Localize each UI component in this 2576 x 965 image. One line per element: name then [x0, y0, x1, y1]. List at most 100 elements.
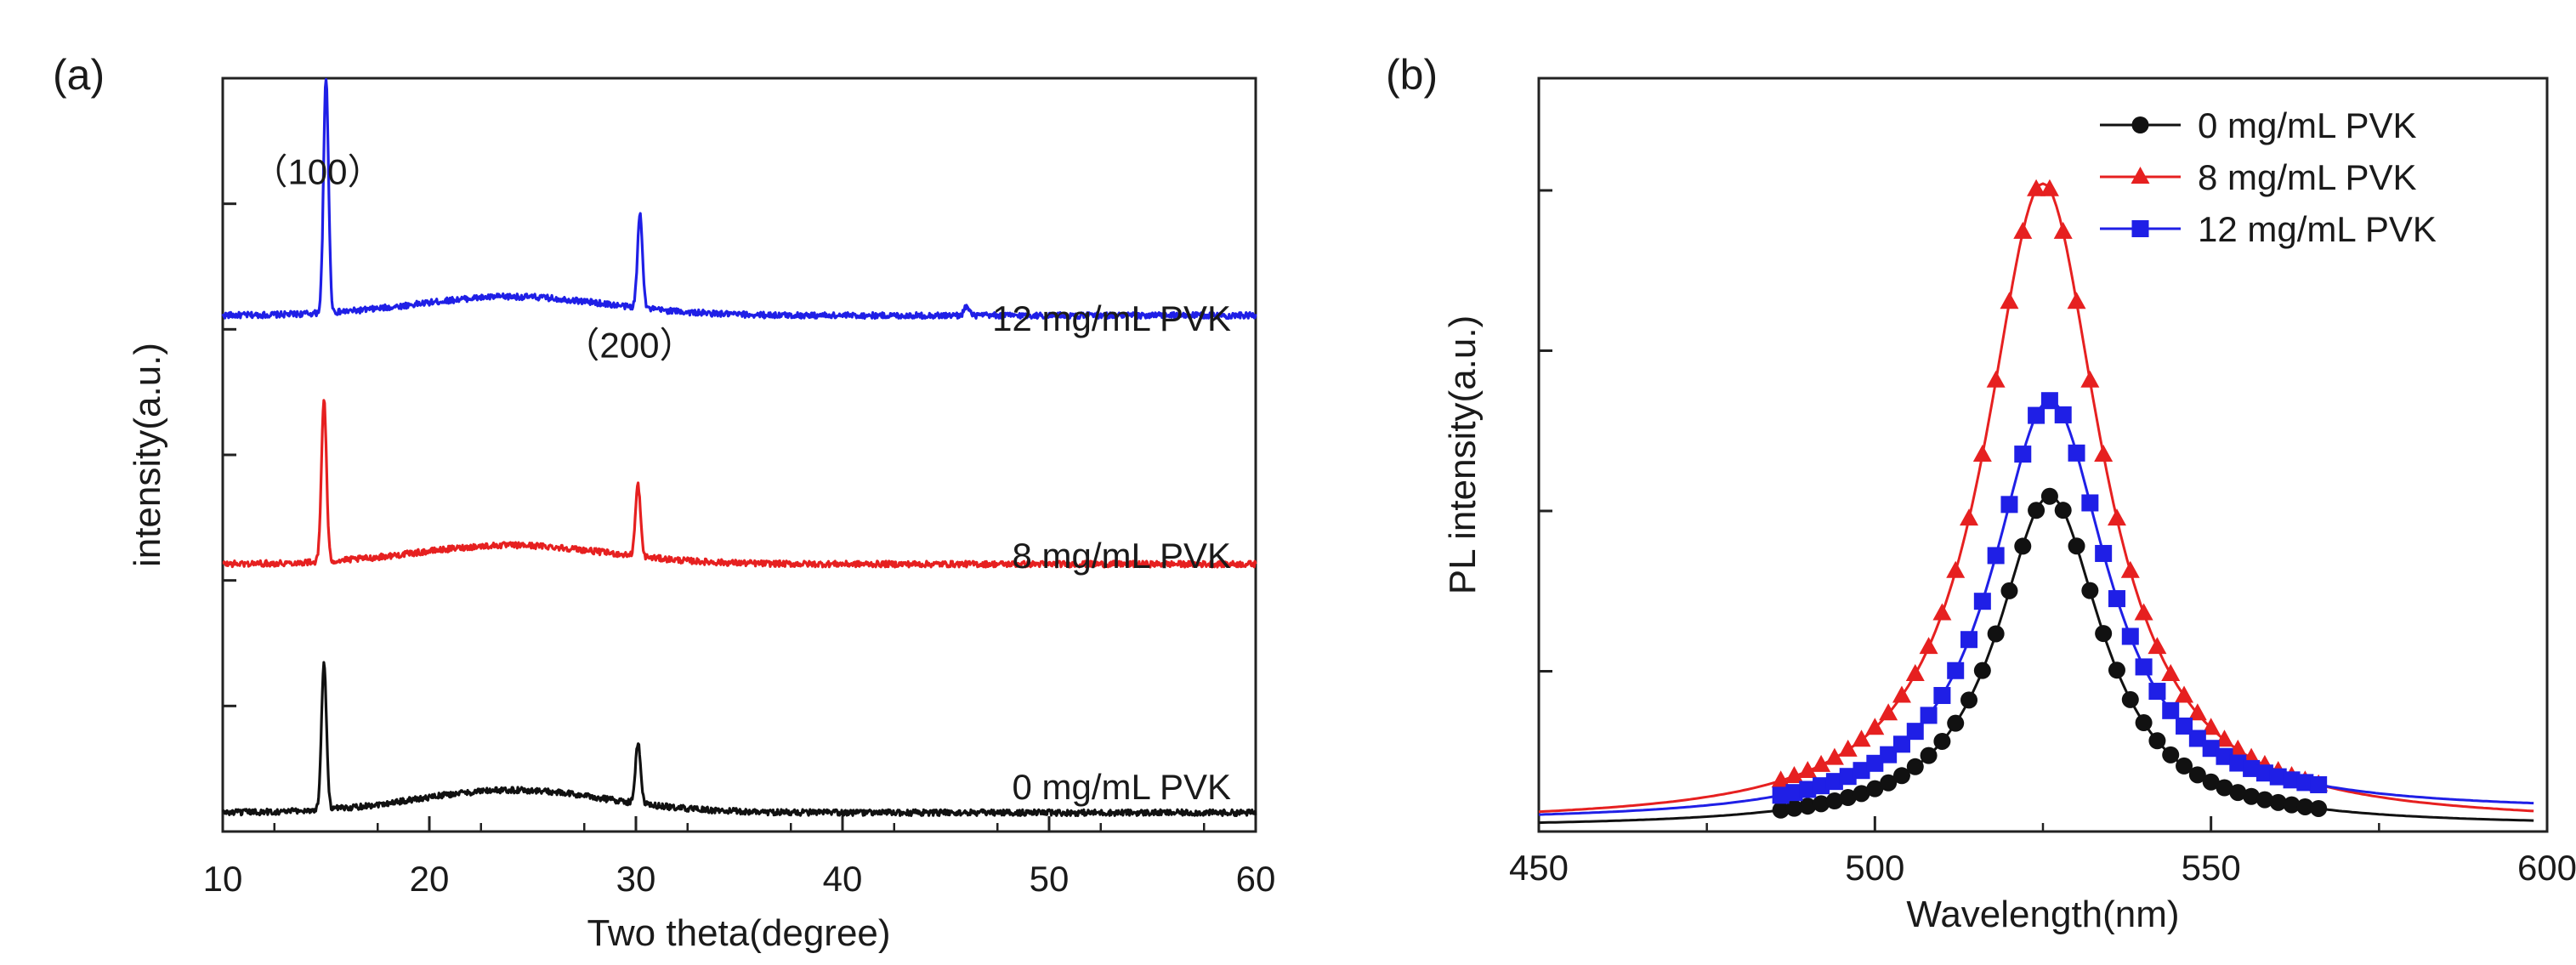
pl-point — [2162, 701, 2180, 719]
pl-point — [1839, 768, 1857, 786]
pl-point — [2040, 487, 2058, 505]
pl-point — [1866, 780, 1884, 798]
panel-b-x-axis-title: Wavelength(nm) — [1906, 894, 2179, 935]
pl-point — [1933, 687, 1951, 705]
pl-series-12-mg-ml-pvk — [1538, 392, 2534, 816]
pl-point — [2201, 718, 2221, 735]
pl-point — [1920, 746, 1938, 764]
xrd-line-8-mg-ml-pvk — [222, 399, 1257, 569]
pl-point — [1853, 785, 1870, 803]
pl-point — [1973, 661, 1991, 679]
pl-point — [1920, 707, 1938, 724]
pl-point — [1880, 746, 1898, 763]
pl-point — [2000, 292, 2019, 309]
pl-point — [2095, 625, 2113, 643]
pl-point — [1947, 714, 1965, 732]
x-tick-label: 450 — [1509, 848, 1569, 888]
pl-point — [2310, 799, 2328, 817]
pl-point — [1785, 784, 1803, 802]
pl-point — [2000, 582, 2018, 599]
pl-point — [1880, 774, 1898, 792]
peak-label: （200） — [564, 326, 695, 366]
pl-point — [1784, 766, 1804, 784]
x-tick-label: 10 — [203, 859, 243, 899]
panel-a-ticks — [221, 202, 1257, 832]
x-tick-label: 60 — [1236, 859, 1276, 899]
pl-series-0-mg-ml-pvk — [1538, 487, 2534, 825]
series-label-12-mg-ml-pvk: 12 mg/mL PVK — [992, 298, 1231, 338]
pl-point — [1960, 631, 1978, 649]
legend-label-0-mg-ml-pvk: 0 mg/mL PVK — [2198, 105, 2417, 145]
pl-point — [2269, 768, 2287, 786]
pl-point — [2121, 690, 2139, 708]
panel-a-annotations: 12 mg/mL PVK 8 mg/mL PVK 0 mg/mL PVK （100） （… — [252, 152, 1231, 807]
pl-point — [2135, 714, 2153, 732]
pl-point — [2094, 445, 2114, 462]
panel-a-xrd-chart: (a) 10 20 30 40 50 60 12 mg/mL PVK 8 mg/mL PVK… — [53, 51, 1275, 954]
pl-point — [1839, 789, 1857, 807]
pl-point — [2028, 406, 2045, 424]
panel-a-label: (a) — [53, 51, 105, 99]
pl-point — [2040, 179, 2059, 196]
pl-point — [2176, 717, 2193, 735]
pl-point — [1906, 758, 1924, 775]
pl-point — [1772, 786, 1790, 804]
pl-point — [1852, 729, 1871, 747]
legend-label-8-mg-ml-pvk: 8 mg/mL PVK — [2198, 157, 2417, 197]
pl-point — [1825, 773, 1843, 791]
pl-point — [2028, 502, 2045, 519]
pl-point — [1933, 732, 1951, 750]
pl-point — [2027, 179, 2046, 196]
legend-marker-0-mg-ml-pvk — [2131, 116, 2149, 133]
pl-point — [2134, 603, 2153, 621]
pl-point — [2229, 754, 2247, 772]
pl-point — [1879, 703, 1898, 721]
pl-point — [1772, 801, 1790, 819]
panel-a-y-axis-title: intensity(a.u.) — [127, 343, 168, 567]
pl-point — [2216, 779, 2233, 797]
pl-point — [1906, 723, 1924, 741]
pl-point — [2255, 764, 2273, 782]
series-label-8-mg-ml-pvk: 8 mg/mL PVK — [1012, 536, 1231, 576]
pl-point — [2148, 683, 2166, 701]
pl-point — [1892, 767, 1910, 785]
pl-point — [1824, 747, 1844, 765]
pl-point — [2000, 496, 2018, 514]
pl-point — [1799, 781, 1817, 798]
panel-b-legend: 0 mg/mL PVK 8 mg/mL PVK 12 mg/mL PVK — [2100, 105, 2437, 249]
pl-point — [1866, 754, 1884, 772]
pl-point — [2107, 508, 2126, 526]
x-tick-label: 40 — [823, 859, 863, 899]
panel-b-pl-chart: (b) 450 500 550 600 0 mg/mL PVK 8 mg/mL PVK 1… — [1386, 51, 2576, 935]
pl-point — [1785, 799, 1803, 817]
pl-point — [2175, 685, 2194, 703]
pl-point — [2296, 774, 2314, 792]
pl-point — [2161, 663, 2181, 681]
panel-b-y-axis-title: PL intensity(a.u.) — [1442, 315, 1484, 595]
pl-point — [2243, 787, 2261, 805]
x-tick-label: 50 — [1030, 859, 1070, 899]
pl-point — [1973, 593, 1991, 610]
pl-point — [1905, 663, 1925, 681]
xrd-line-12-mg-ml-pvk — [221, 77, 1257, 321]
pl-point — [2014, 537, 2032, 555]
pl-point — [2215, 729, 2234, 747]
series-label-0-mg-ml-pvk: 0 mg/mL PVK — [1012, 767, 1231, 807]
pl-point — [1987, 625, 2005, 643]
pl-point — [2080, 370, 2100, 388]
pl-point — [1825, 792, 1843, 809]
pl-point — [2040, 392, 2058, 410]
pl-point — [2269, 793, 2287, 811]
pl-point — [1865, 718, 1885, 735]
pl-point — [2202, 773, 2220, 791]
panel-a-x-tick-labels: 10 20 30 40 50 60 — [203, 859, 1276, 899]
panel-b-ticks — [1537, 189, 2549, 832]
pl-point — [2121, 627, 2139, 645]
pl-point — [2067, 292, 2086, 309]
xrd-line-0-mg-ml-pvk — [221, 661, 1257, 817]
pl-point — [2229, 784, 2247, 802]
pl-point — [1838, 739, 1858, 757]
pl-point — [2068, 537, 2085, 555]
pl-point — [1892, 735, 1910, 753]
